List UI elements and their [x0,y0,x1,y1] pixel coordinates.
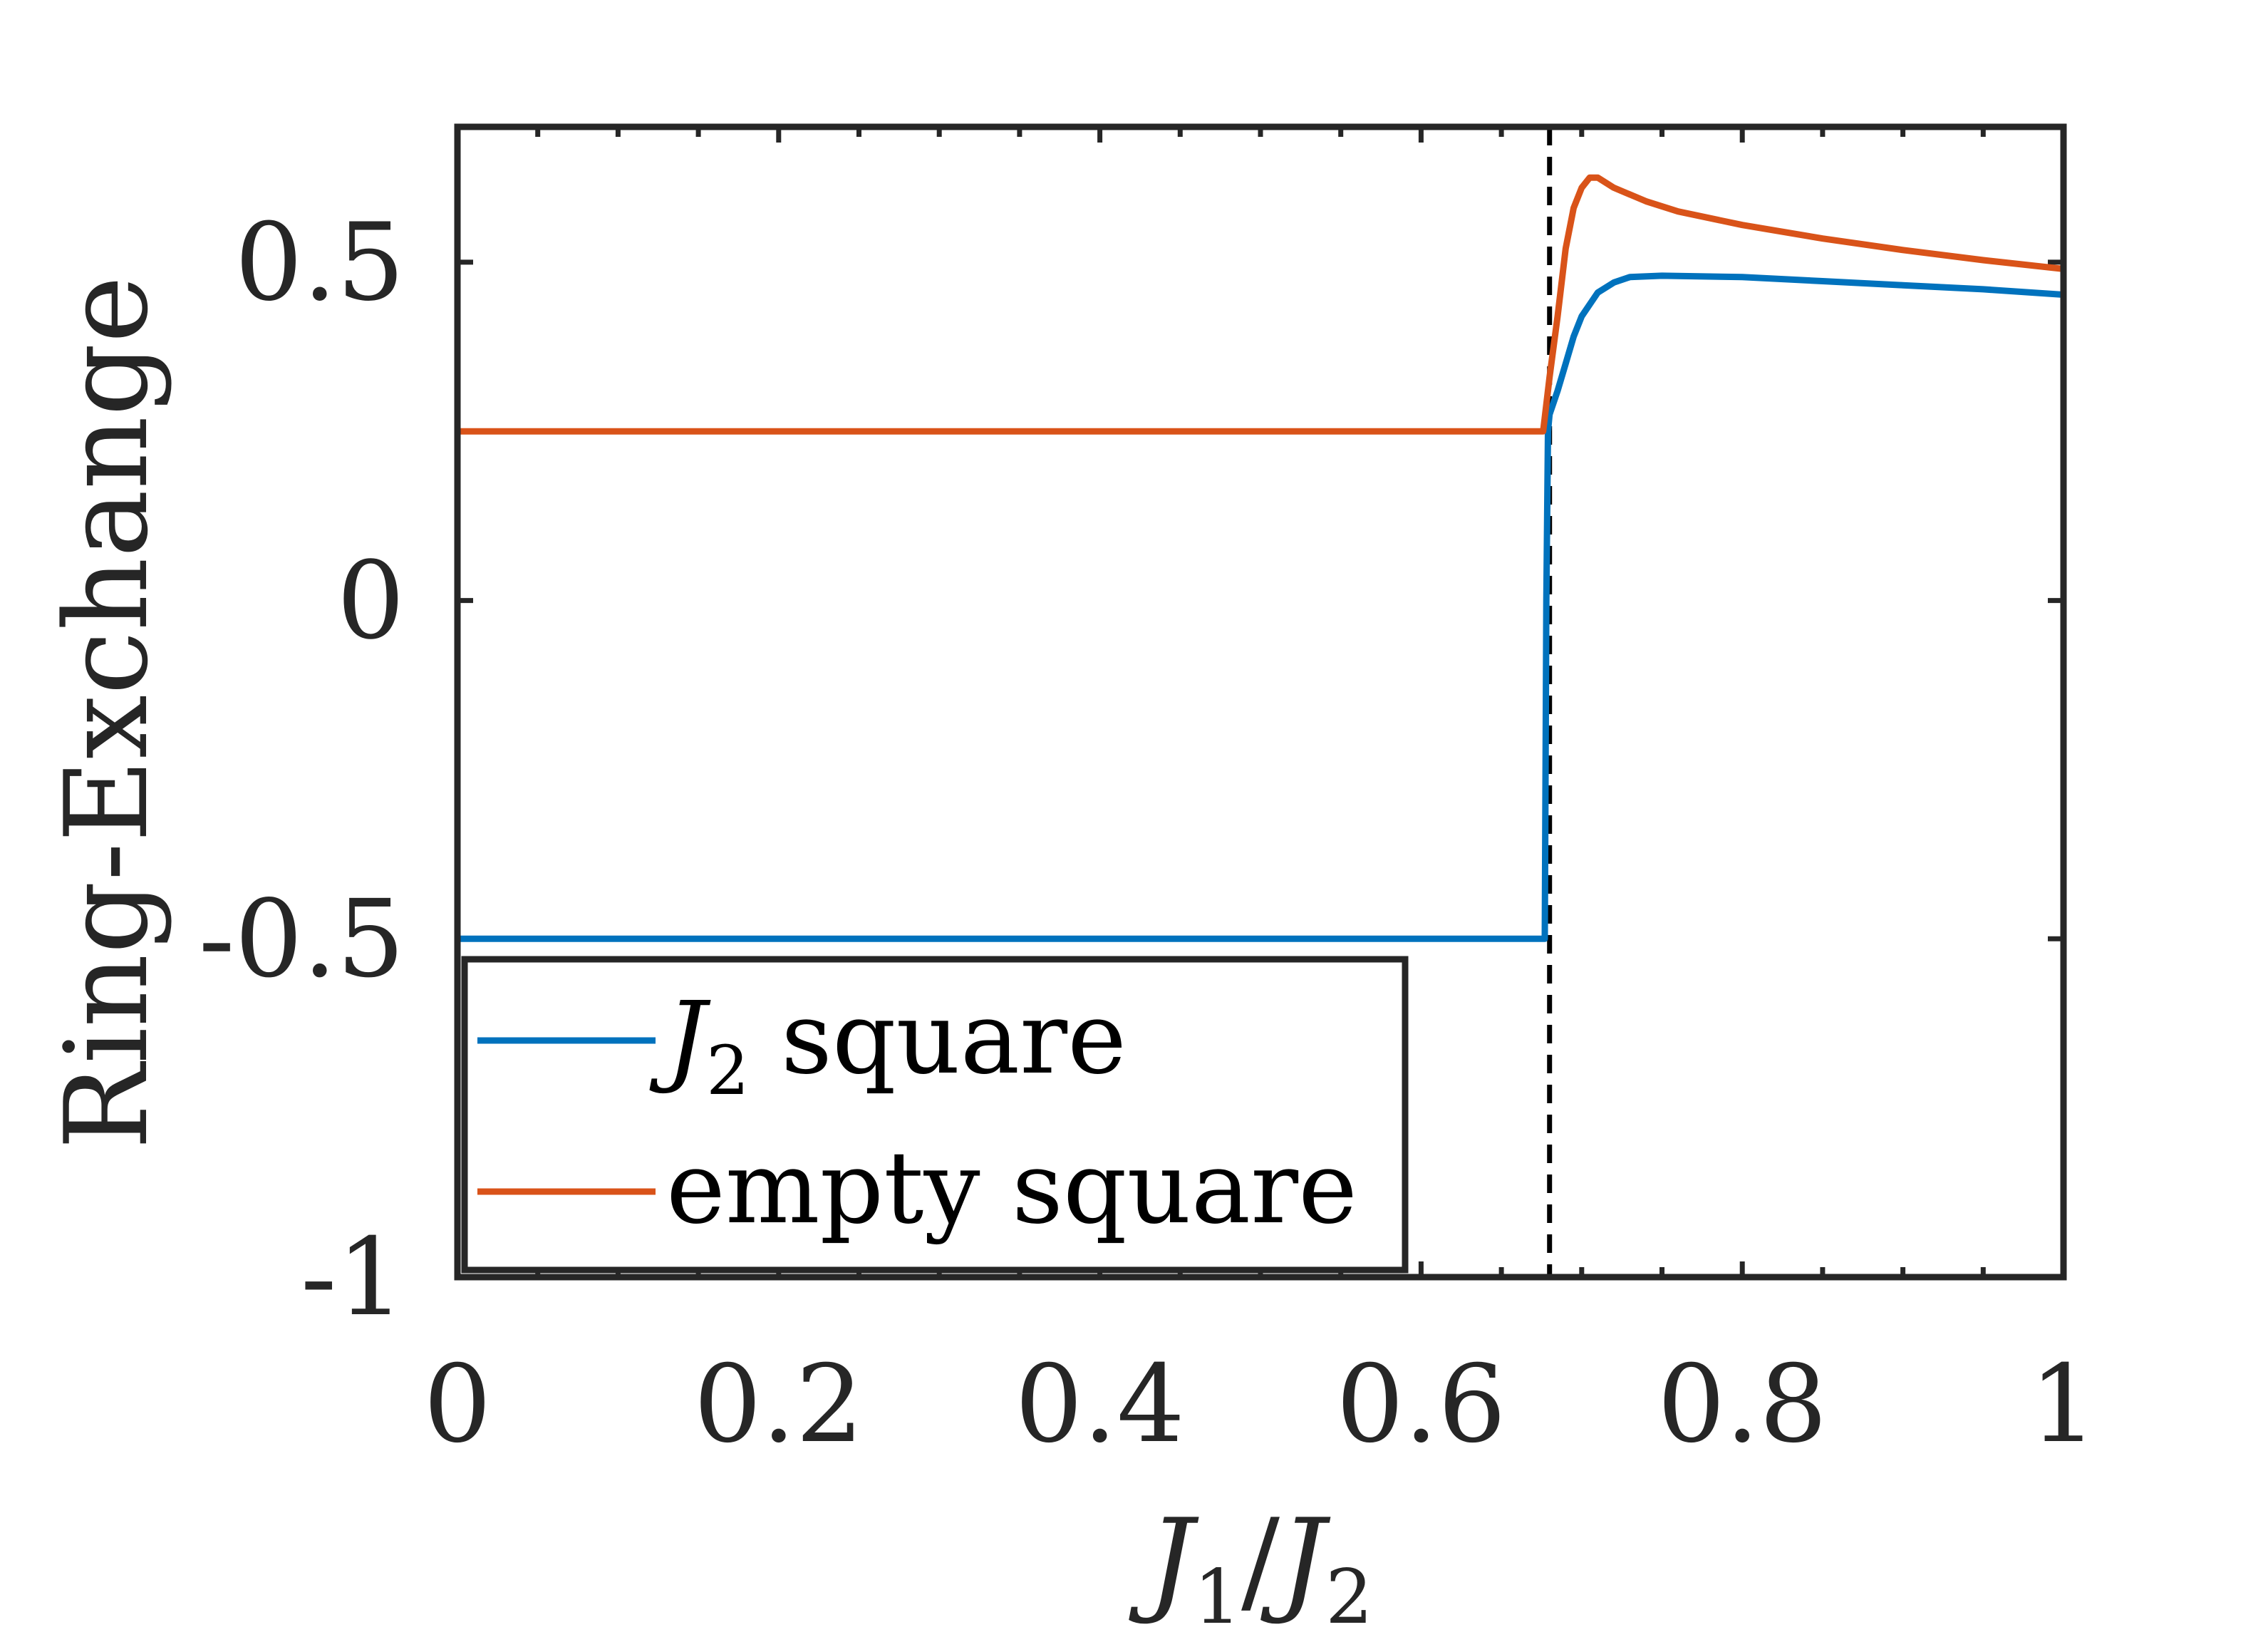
x-tick-label: 0.6 [1336,1343,1506,1467]
axes-box [454,123,2067,1281]
x-label-j1: J [1129,1494,1199,1627]
x-tick-labels: 0 0.2 0.4 0.6 0.8 1 [423,1343,2097,1467]
series-lines [457,174,2064,942]
x-tick-label: 0.4 [1015,1343,1185,1467]
x-label-sub2: 2 [1325,1554,1373,1641]
x-label-slash: / [1241,1494,1280,1627]
series-line-1 [457,174,2064,435]
x-tick-label: 0.2 [694,1343,864,1467]
legend-j-subscript: 2 [706,1032,749,1110]
y-axis-label: Ring-Exchange [40,276,173,1150]
x-tick-label: 0.8 [1657,1343,1828,1467]
y-tick-label: -1 [301,1216,405,1340]
legend: J2 square empty square [461,956,1409,1274]
x-axis-label: J1/J2 [1129,1494,1373,1641]
legend-label-empty-square: empty square [666,1130,1357,1246]
series-line-0 [457,272,2064,942]
legend-j2-rest: square [750,981,1127,1097]
y-tick-label: 0 [337,539,405,664]
y-tick-label: -0.5 [199,877,405,1001]
y-tick-labels: -1 -0.5 0 0.5 [199,201,405,1340]
x-tick-label: 1 [2029,1343,2097,1467]
legend-box [461,956,1409,1274]
y-tick-label: 0.5 [234,201,405,325]
x-tick-label: 0 [423,1343,491,1467]
x-label-sub1: 1 [1193,1554,1241,1641]
